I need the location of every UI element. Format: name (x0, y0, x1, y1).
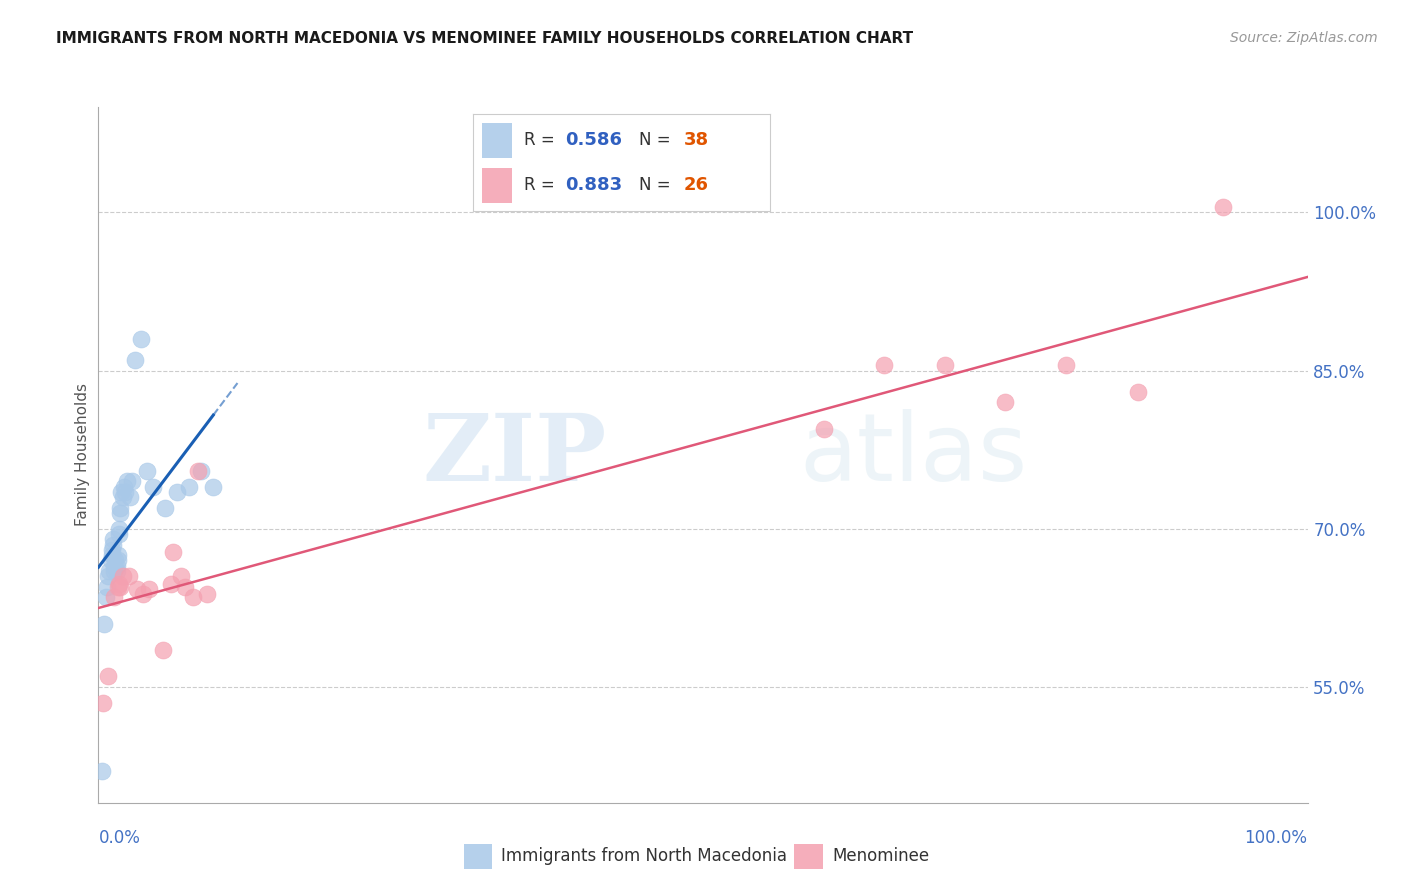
Text: 0.883: 0.883 (565, 176, 623, 194)
Point (94, 591, 117, 605)
Point (91, 696, 114, 710)
Point (117, 475, 139, 489)
Point (1212, 200, 1234, 214)
Point (160, 576, 183, 591)
Text: 0.0%: 0.0% (98, 830, 141, 847)
Point (162, 545, 184, 559)
Point (110, 484, 132, 499)
Text: 26: 26 (683, 176, 709, 194)
Point (96, 580, 118, 594)
Point (934, 359, 956, 373)
Text: atlas: atlas (800, 409, 1028, 501)
Point (107, 553, 129, 567)
Point (132, 587, 155, 601)
Point (111, 490, 134, 504)
Point (93, 616, 115, 631)
Bar (482, 123, 512, 158)
Point (1054, 359, 1077, 373)
Text: Source: ZipAtlas.com: Source: ZipAtlas.com (1230, 31, 1378, 45)
Text: N =: N = (640, 176, 676, 194)
Point (994, 395, 1017, 409)
Point (118, 490, 141, 504)
Point (108, 580, 131, 594)
Point (112, 479, 135, 493)
Point (108, 576, 131, 591)
Bar (482, 168, 512, 202)
Point (114, 484, 136, 499)
Point (107, 580, 129, 594)
Point (108, 506, 131, 520)
Text: 100.0%: 100.0% (1244, 830, 1308, 847)
Text: Menominee: Menominee (832, 847, 929, 865)
Point (813, 421, 835, 435)
Point (129, 332, 152, 346)
Point (153, 500, 176, 515)
Text: N =: N = (640, 131, 676, 149)
Text: 0.586: 0.586 (565, 131, 621, 149)
Point (118, 569, 141, 583)
Point (187, 464, 209, 478)
Point (103, 591, 125, 605)
Text: IMMIGRANTS FROM NORTH MACEDONIA VS MENOMINEE FAMILY HOUSEHOLDS CORRELATION CHART: IMMIGRANTS FROM NORTH MACEDONIA VS MENOM… (56, 31, 914, 46)
Point (202, 479, 225, 493)
Point (121, 475, 143, 489)
Point (169, 569, 191, 583)
Point (107, 548, 129, 562)
Point (97, 669, 120, 683)
Text: R =: R = (523, 131, 560, 149)
Point (100, 548, 122, 562)
Point (97, 569, 120, 583)
Point (100, 553, 122, 567)
Point (138, 582, 160, 596)
Point (127, 582, 149, 596)
Point (873, 359, 896, 373)
Point (124, 353, 146, 368)
Point (103, 564, 125, 578)
Point (103, 558, 125, 573)
Point (100, 542, 122, 557)
Point (105, 564, 128, 578)
Point (135, 464, 157, 478)
Point (105, 558, 128, 573)
Point (91, 764, 114, 779)
Point (108, 522, 131, 536)
Point (179, 479, 201, 493)
Point (152, 643, 174, 657)
Point (101, 533, 124, 547)
Point (108, 500, 131, 515)
Point (190, 464, 212, 478)
Point (1128, 384, 1150, 399)
Point (181, 591, 204, 605)
Y-axis label: Family Households: Family Households (75, 384, 90, 526)
Point (166, 484, 188, 499)
Text: Immigrants from North Macedonia: Immigrants from North Macedonia (501, 847, 786, 865)
Text: 38: 38 (683, 131, 709, 149)
Text: ZIP: ZIP (422, 410, 606, 500)
Point (195, 587, 218, 601)
Point (142, 479, 165, 493)
Point (174, 580, 197, 594)
Point (101, 537, 124, 551)
Point (111, 569, 134, 583)
Point (98, 564, 121, 578)
Text: R =: R = (523, 176, 560, 194)
Point (104, 553, 127, 567)
Point (108, 527, 131, 541)
